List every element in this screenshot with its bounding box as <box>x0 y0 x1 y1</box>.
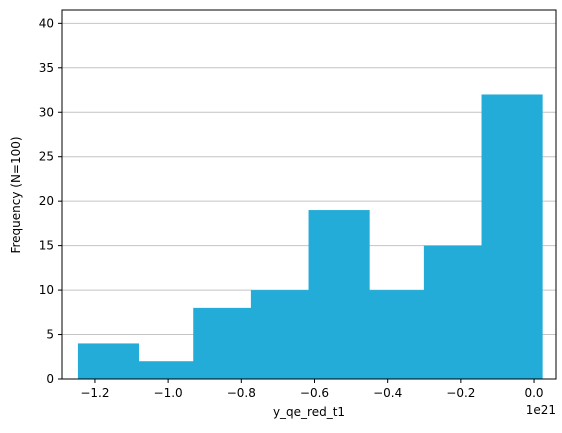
y-tick-label: 35 <box>39 61 54 75</box>
x-offset-label: 1e21 <box>526 403 556 417</box>
bar-8 <box>481 94 543 379</box>
bars <box>77 94 543 379</box>
y-tick-label: 40 <box>39 16 54 30</box>
plot-frame <box>61 9 557 380</box>
x-tick-label: −0.8 <box>227 386 256 400</box>
x-axis-label: y_qe_red_t1 <box>273 405 345 419</box>
y-ticks: 0 5 10 15 20 25 30 35 40 <box>39 16 62 386</box>
bar-3 <box>193 307 255 379</box>
x-tick-label: −1.0 <box>154 386 183 400</box>
bar-2 <box>135 361 197 379</box>
bar-5 <box>308 210 370 379</box>
y-tick-label: 25 <box>39 150 54 164</box>
x-tick-label: −0.6 <box>300 386 329 400</box>
y-tick-label: 0 <box>46 372 54 386</box>
y-tick-label: 15 <box>39 239 54 253</box>
bar-7 <box>423 245 485 379</box>
x-tick-label: −0.2 <box>446 386 475 400</box>
y-tick-label: 20 <box>39 194 54 208</box>
x-tick-label: −1.2 <box>80 386 109 400</box>
bar-1 <box>77 343 140 379</box>
axes <box>61 9 557 380</box>
y-tick-label: 10 <box>39 283 54 297</box>
bar-6 <box>366 290 428 379</box>
bar-4 <box>250 290 313 379</box>
x-tick-label: 0.0 <box>524 386 543 400</box>
x-tick-label: −0.4 <box>373 386 402 400</box>
x-ticks: −1.2 −1.0 −0.8 −0.6 −0.4 −0.2 0.0 <box>80 379 544 400</box>
y-tick-label: 5 <box>46 328 54 342</box>
y-tick-label: 30 <box>39 105 54 119</box>
y-axis-label: Frequency (N=100) <box>9 136 23 253</box>
